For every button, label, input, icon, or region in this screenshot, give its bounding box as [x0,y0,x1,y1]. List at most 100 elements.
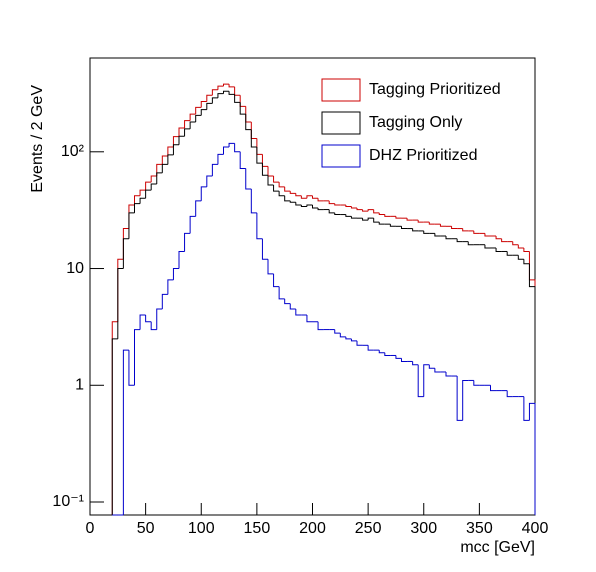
histogram-bin [145,314,152,323]
histogram-bin [117,268,124,339]
histogram-bin [139,314,146,330]
histogram-bin [167,154,174,165]
histogram-bin [122,238,129,269]
histogram-bin [156,163,163,177]
histogram-bin [134,329,141,386]
histogram-bin [373,209,380,214]
histogram-bin [195,200,202,217]
y-tick-label: 10 [66,260,84,277]
x-tick-label: 150 [244,520,271,537]
histogram-bin [317,321,324,331]
histogram-bin [367,209,374,212]
histogram-bin [306,204,313,207]
legend-swatch [321,111,361,135]
histogram-bin [401,226,408,230]
histogram-bin [378,212,385,216]
histogram-bin [328,200,335,205]
histogram-bin [139,197,146,204]
histogram-bin [284,298,291,305]
histogram-bin [434,368,441,373]
histogram-bin [267,166,274,177]
histogram-bin [228,91,235,95]
histogram-bin [300,205,307,207]
histogram-bin [295,193,302,197]
histogram-bin [417,220,424,223]
x-tick-label: 200 [299,520,326,537]
histogram-bin [172,144,179,155]
histogram-bin [200,109,207,116]
histogram-bin [462,379,469,421]
histogram-bin [267,259,274,275]
histogram-bin [334,329,341,334]
histogram-bin [134,203,141,213]
histogram-bin [412,228,419,232]
histogram-bin [128,212,135,239]
legend-label: DHZ Prioritized [369,147,477,164]
histogram-bin [284,186,291,192]
histogram-bin [250,189,257,214]
histogram-bin [250,121,257,139]
x-tick-label: 100 [188,520,215,537]
histogram-bin [439,224,446,227]
histogram-bin [339,333,346,338]
histogram-bin [384,352,391,356]
histogram-bin [484,244,491,249]
histogram-bin [122,349,129,515]
histogram-bin [428,364,435,369]
histogram-bin [178,250,185,269]
histogram-bin [495,235,502,240]
histogram-bin [134,195,141,206]
histogram-bin [356,340,363,346]
histogram-bin [273,273,280,288]
histogram-bin [356,208,363,211]
histogram-bin [200,186,207,201]
histogram-bin [528,251,536,515]
histogram-bin [172,268,179,280]
x-axis-label: mcc [GeV] [460,539,535,556]
histogram-bin [312,195,319,199]
histogram-bin [239,151,246,169]
histogram-bin [306,195,313,199]
histogram-bin [289,191,296,194]
histogram-bin [345,336,352,340]
histogram-bin [256,212,263,240]
histogram-bin [217,85,224,90]
histogram-bin [528,263,536,515]
histogram-bin [451,226,458,230]
legend-swatch [321,144,361,168]
histogram-bin [528,402,536,515]
histogram-bin [495,247,502,252]
histogram-bin [161,163,168,173]
histogram-bin [362,218,369,221]
histogram-bin [395,216,402,219]
histogram-bin [328,209,335,214]
histogram-bin [306,314,313,323]
histogram-bin [512,241,519,246]
histogram-bin [428,222,435,225]
histogram-bin [189,121,196,129]
histogram-bin [261,154,268,167]
histogram-bin [501,238,508,243]
histogram-bin [289,303,296,310]
y-tick-label: 10² [61,143,85,160]
histogram-bin [206,175,213,187]
histogram-bin [445,235,452,240]
histogram-bin [384,214,391,217]
histogram-bin [506,251,513,256]
histogram-bin [122,228,129,260]
histogram-bin [456,238,463,243]
histogram-bin [161,293,168,310]
histogram-bin [517,255,524,260]
x-tick-label: 350 [466,520,493,537]
y-axis-label: Events / 2 GeV [29,85,46,193]
histogram-bin [239,95,246,107]
x-tick-label: 0 [86,520,95,537]
histogram-bin [184,128,191,137]
histogram-bin [289,200,296,203]
histogram-bin [256,138,263,155]
histogram-bin [161,155,168,165]
histogram-bin [267,175,274,186]
histogram-bin [523,259,530,265]
histogram-bin [139,189,146,196]
